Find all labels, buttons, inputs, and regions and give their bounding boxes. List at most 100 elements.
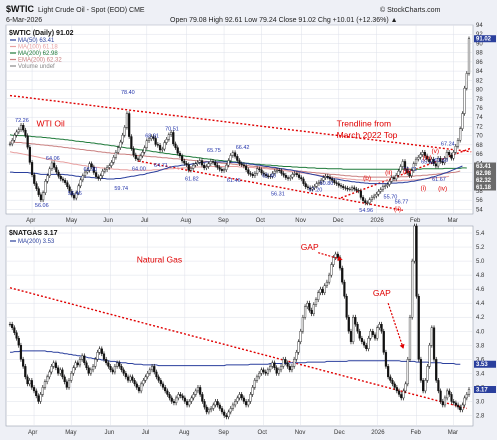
oil-body-47 <box>112 157 115 163</box>
ng-body-81 <box>185 401 189 406</box>
ng-body-160 <box>358 331 361 339</box>
oil-ytick-9: 72 <box>476 124 483 130</box>
oil-price-label-20: 55.70 <box>384 195 398 201</box>
oil-body-26 <box>66 182 69 188</box>
oil-body-184 <box>414 158 418 164</box>
ng-body-68 <box>157 376 160 381</box>
ng-body-102 <box>231 404 235 409</box>
ng-xtick-10: Feb <box>411 430 422 436</box>
oil-body-76 <box>176 147 179 154</box>
ng-body-199 <box>443 397 447 406</box>
oil-body-70 <box>163 142 166 150</box>
oil-lastbox-bg-4 <box>474 183 496 191</box>
oil-body-121 <box>275 170 279 172</box>
oil-body-60 <box>141 152 144 157</box>
oil-body-114 <box>260 169 263 174</box>
wti-trendlines <box>9 94 472 212</box>
ng-body-93 <box>212 404 215 409</box>
ng-xtick-9: 2026 <box>371 430 385 436</box>
ng-body-119 <box>269 366 272 371</box>
oil-body-183 <box>412 163 415 171</box>
oil-body-108 <box>247 169 250 174</box>
ng-body-36 <box>87 367 90 374</box>
oil-annotation-8: (i) <box>420 185 426 192</box>
ng-annotation-2: GAP <box>373 288 391 298</box>
ng-ytick-6: 4.0 <box>476 329 485 335</box>
ng-body-192 <box>428 345 431 367</box>
oil-annotation-3: (ii) <box>385 169 392 176</box>
oil-price-label-0: 72.26 <box>15 118 29 124</box>
ng-body-17 <box>46 376 49 382</box>
ng-body-109 <box>247 401 250 406</box>
oil-lastbox-bg-0 <box>474 35 496 43</box>
oil-body-75 <box>174 143 177 148</box>
oil-body-96 <box>220 169 223 171</box>
oil-body-11 <box>33 174 36 184</box>
ng-ytick-10: 4.8 <box>476 273 485 279</box>
oil-body-131 <box>297 174 301 178</box>
oil-body-0 <box>8 143 12 145</box>
ng-body-188 <box>419 359 423 381</box>
oil-body-188 <box>423 152 426 157</box>
ng-body-131 <box>295 352 298 360</box>
oil-body-86 <box>198 160 201 163</box>
oil-body-127 <box>289 176 292 179</box>
oil-body-199 <box>448 152 451 156</box>
wti-price-series <box>8 36 471 206</box>
oil-body-10 <box>30 162 34 176</box>
ng-body-1 <box>11 324 14 328</box>
ng-body-125 <box>282 359 285 367</box>
wti-plot-area <box>5 24 474 215</box>
oil-body-32 <box>79 179 82 187</box>
oil-body-90 <box>207 163 210 167</box>
oil-body-174 <box>392 177 396 180</box>
oil-body-143 <box>324 175 327 178</box>
ng-body-46 <box>109 366 112 371</box>
oil-body-130 <box>295 173 298 176</box>
oil-body-166 <box>375 193 378 197</box>
ng-body-11 <box>32 387 36 392</box>
oil-body-186 <box>419 154 422 158</box>
ng-body-14 <box>39 394 42 402</box>
oil-body-135 <box>306 186 310 188</box>
oil-body-145 <box>328 176 332 180</box>
oil-ytick-13: 80 <box>476 88 483 94</box>
header-date: 6-Mar-2026 <box>6 17 42 24</box>
ng-body-37 <box>89 369 92 374</box>
ng-body-28 <box>70 373 73 381</box>
oil-ytick-18: 90 <box>476 41 483 47</box>
ng-body-71 <box>164 387 167 392</box>
oil-body-125 <box>284 175 287 178</box>
oil-body-170 <box>384 185 387 188</box>
ng-body-77 <box>177 394 180 399</box>
oil-body-41 <box>99 175 102 179</box>
ng-body-38 <box>91 366 95 371</box>
oil-price-label-16: 56.31 <box>271 192 285 198</box>
oil-body-111 <box>253 173 257 176</box>
ng-body-69 <box>159 380 162 385</box>
ng-body-91 <box>207 409 210 413</box>
oil-trendline-2 <box>340 147 472 199</box>
ng-body-66 <box>153 366 156 373</box>
wti-oil-panel: 5456586062646668707274767880828486889092… <box>5 23 496 224</box>
ng-body-67 <box>155 371 158 378</box>
ng-body-106 <box>240 394 243 399</box>
oil-body-208 <box>467 38 471 74</box>
oil-body-3 <box>15 131 18 136</box>
ng-body-140 <box>314 299 318 305</box>
ng-body-122 <box>275 367 278 374</box>
oil-body-42 <box>101 170 104 176</box>
ng-body-201 <box>448 390 451 395</box>
ng-ytick-5: 3.8 <box>476 343 485 349</box>
oil-body-162 <box>366 202 369 204</box>
oil-ytick-16: 86 <box>476 60 483 66</box>
symbol-title: $WTIC <box>6 4 34 14</box>
ng-body-143 <box>321 288 324 293</box>
ng-body-97 <box>220 408 224 413</box>
ng-body-72 <box>166 390 169 395</box>
oil-body-50 <box>119 141 122 148</box>
ng-body-83 <box>190 397 193 402</box>
ng-body-165 <box>369 331 372 339</box>
oil-xtick-5: Sep <box>218 218 229 224</box>
